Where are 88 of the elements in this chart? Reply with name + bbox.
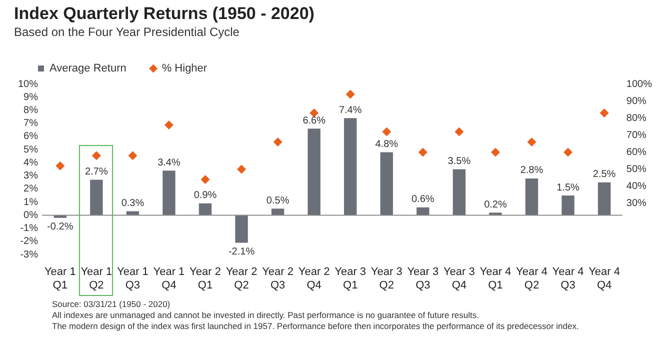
- point: [454, 127, 464, 136]
- data-label: 2.5%: [592, 169, 616, 180]
- text: All indexes are unmanaged and cannot be invested in directly. Past performance is no guarantee of future results.: [52, 310, 480, 321]
- data-label: 0.5%: [266, 195, 290, 206]
- x-tick-label: Year 4 Q1: [480, 266, 512, 292]
- data-label: 0.2%: [484, 199, 507, 210]
- x-tick-label: Year 3 Q3: [407, 266, 439, 292]
- x-tick-label: Year 1 Q4: [153, 266, 185, 292]
- data-label: 0.6%: [412, 194, 434, 206]
- x-tick-label: Year 2 Q1: [190, 266, 221, 292]
- y-tick-label: 8%: [24, 104, 38, 116]
- data-label: 3.4%: [158, 157, 180, 168]
- text: The modern design of the index was first launched in 1957. Performance before then incorporates the performance of its predecessor index.: [52, 321, 580, 332]
- x-tick-label: Year 4 Q3: [552, 266, 584, 292]
- legend-label: % Higher: [162, 62, 208, 75]
- y-tick-label: -2%: [20, 236, 38, 248]
- bar: [162, 170, 176, 216]
- y-tick-label: -3%: [20, 249, 38, 260]
- point: [418, 148, 428, 157]
- data-label: -2.1%: [228, 246, 255, 258]
- data-label: 0.9%: [194, 190, 217, 202]
- y-tick-label: 9%: [24, 92, 38, 103]
- bar: [90, 180, 103, 216]
- data-label: 3.5%: [448, 156, 471, 168]
- bar: [598, 182, 611, 216]
- chart-title: Index Quarterly Returns (1950 - 2020): [14, 4, 316, 24]
- y-tick-label: 2%: [24, 184, 38, 195]
- y-tick-label: 1%: [24, 196, 38, 208]
- legend-label: Average Return: [50, 62, 126, 75]
- bar: [416, 207, 430, 216]
- y2-tick-label: 50%: [626, 164, 647, 176]
- y-tick-label: 7%: [24, 118, 38, 130]
- point: [200, 175, 210, 184]
- x-tick-label: Year 2 Q3: [262, 266, 294, 292]
- y-tick-label: -1%: [20, 223, 38, 234]
- data-label: 4.8%: [375, 138, 398, 150]
- data-label: 0.3%: [121, 198, 144, 210]
- x-tick-label: Year 1 Q3: [117, 266, 148, 292]
- y2-tick-label: 90%: [626, 96, 647, 107]
- bar: [235, 215, 248, 243]
- data-label: 2.7%: [85, 166, 108, 178]
- bar: [525, 178, 538, 216]
- y2-tick-label: 60%: [626, 146, 647, 158]
- x-tick-label: Year 1 Q2: [80, 266, 112, 292]
- chart-subtitle: Based on the Four Year Presidential Cycle: [14, 25, 240, 39]
- point: [600, 108, 609, 118]
- point: [237, 164, 246, 174]
- point: [490, 148, 500, 157]
- x-tick-label: Year 3 Q1: [334, 266, 366, 292]
- x-tick-label: Year 1 Q1: [44, 266, 76, 292]
- bar: [452, 169, 466, 216]
- y2-tick-label: 30%: [626, 198, 647, 210]
- y-tick-label: 4%: [24, 157, 38, 168]
- x-tick-label: Year 3 Q2: [370, 266, 402, 292]
- y-tick-label: 3%: [24, 170, 38, 182]
- bar: [308, 128, 320, 216]
- x-tick-label: Year 2 Q2: [226, 266, 258, 292]
- data-label: 6.6%: [302, 115, 326, 126]
- point: [527, 138, 536, 147]
- bar: [198, 203, 212, 216]
- y2-tick-label: 100%: [626, 78, 652, 90]
- y-tick-label: 10%: [18, 78, 38, 90]
- data-label: 2.8%: [520, 165, 544, 176]
- point: [56, 161, 65, 170]
- x-tick-label: Year 3 Q4: [443, 266, 475, 292]
- y-tick-label: 6%: [24, 131, 38, 142]
- y2-tick-label: 40%: [626, 181, 647, 192]
- source-note: Source: 03/31/21 (1950 - 2020): [52, 299, 172, 310]
- data-label: 7.4%: [338, 104, 362, 116]
- bar: [380, 152, 393, 216]
- y-tick-label: 0%: [24, 210, 38, 221]
- x-tick-label: Year 4 Q4: [588, 266, 620, 292]
- y-tick-label: 5%: [24, 144, 38, 156]
- point: [164, 120, 174, 130]
- bar: [344, 118, 357, 216]
- data-label: 1.5%: [556, 182, 580, 194]
- x-tick-label: Year 4 Q2: [516, 266, 548, 292]
- point: [128, 151, 138, 160]
- x-tick-label: Year 2 Q4: [298, 266, 330, 292]
- point: [382, 127, 392, 136]
- point: [273, 138, 282, 147]
- point: [346, 90, 355, 99]
- point: [92, 151, 101, 160]
- bar: [562, 196, 574, 216]
- data-label: -0.2%: [47, 222, 74, 233]
- y2-tick-label: 70%: [626, 130, 647, 141]
- point: [564, 148, 573, 157]
- y2-tick-label: 80%: [626, 112, 647, 124]
